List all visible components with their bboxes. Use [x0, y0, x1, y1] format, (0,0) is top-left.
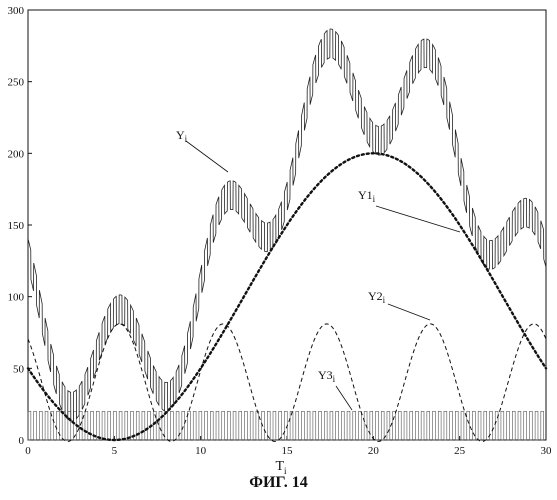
y3-pulse — [85, 411, 88, 440]
y3-pulse — [113, 411, 116, 440]
y3-pulse — [165, 411, 168, 440]
y3-pulse — [250, 411, 253, 440]
y3-pulse — [353, 411, 356, 440]
figure-caption: ФИГ. 14 — [0, 474, 557, 492]
y3-pulse — [495, 411, 498, 440]
y3-pulse — [239, 411, 242, 440]
y3-pulse — [68, 411, 71, 440]
y3-pulse — [512, 411, 515, 440]
y3-pulse — [381, 411, 384, 440]
y3-pulse — [119, 411, 122, 440]
y3-pulse — [108, 411, 111, 440]
y3-pulse — [142, 411, 145, 440]
y3-pulse — [450, 411, 453, 440]
y-tick-label: 250 — [8, 77, 25, 89]
y3-pulse — [319, 411, 322, 440]
y3-pulse — [438, 411, 441, 440]
y3-pulse — [421, 411, 424, 440]
y3-pulse — [524, 411, 527, 440]
y3-pulse — [444, 411, 447, 440]
y-tick-label: 200 — [8, 148, 25, 160]
y3-pulse — [336, 411, 339, 440]
y3-pulse — [307, 411, 310, 440]
y3-pulse — [376, 411, 379, 440]
y3-pulse — [216, 411, 219, 440]
y3-pulse — [210, 411, 213, 440]
y3-pulse — [227, 411, 230, 440]
y3-pulse — [467, 411, 470, 440]
y3-pulse — [324, 411, 327, 440]
x-tick-label: 25 — [454, 445, 466, 457]
y3-pulse — [347, 411, 350, 440]
series-label: Y1i — [358, 188, 376, 204]
series-label: Y3i — [318, 368, 336, 384]
x-tick-label: 0 — [25, 445, 31, 457]
y3-pulse — [296, 411, 299, 440]
y3-pulse — [484, 411, 487, 440]
y3-pulse — [427, 411, 430, 440]
y3-pulse — [233, 411, 236, 440]
y3-pulse — [478, 411, 481, 440]
y-tick-label: 100 — [8, 292, 25, 304]
y-tick-label: 0 — [19, 435, 25, 447]
y3-pulse — [341, 411, 344, 440]
y3-pulse — [205, 411, 208, 440]
y-tick-label: 50 — [13, 363, 25, 375]
y3-pulse — [393, 411, 396, 440]
annotation-leader — [388, 304, 430, 320]
x-tick-label: 30 — [541, 445, 553, 457]
y3-pulse — [45, 411, 48, 440]
y3-pulse — [279, 411, 282, 440]
y3-pulse — [518, 411, 521, 440]
y3-pulse — [455, 411, 458, 440]
y3-pulse — [501, 411, 504, 440]
y3-pulse — [193, 411, 196, 440]
y3-pulse — [370, 411, 373, 440]
y3-pulse — [222, 411, 225, 440]
y3-pulse — [461, 411, 464, 440]
y3-pulse — [125, 411, 128, 440]
y3-pulse — [529, 411, 532, 440]
y3-pulse — [102, 411, 105, 440]
x-tick-label: 20 — [368, 445, 380, 457]
x-tick-label: 5 — [112, 445, 118, 457]
y3-pulse — [79, 411, 82, 440]
annotation-leader — [376, 206, 460, 232]
y3-pulse — [541, 411, 544, 440]
x-tick-label: 15 — [282, 445, 294, 457]
y3-pulse — [313, 411, 316, 440]
y3-pulse — [398, 411, 401, 440]
y3-pulse — [387, 411, 390, 440]
series-label: Y2i — [368, 289, 386, 305]
y3-pulse — [290, 411, 293, 440]
series-label: Yi — [176, 128, 188, 144]
y-tick-label: 300 — [8, 5, 25, 17]
y3-pulse — [245, 411, 248, 440]
annotation-leader — [336, 386, 352, 410]
y3-pulse — [39, 411, 42, 440]
y3-pulse — [415, 411, 418, 440]
y3-pulse — [256, 411, 259, 440]
y-tick-label: 150 — [8, 220, 25, 232]
y3-pulse — [330, 411, 333, 440]
y3-pulse — [507, 411, 510, 440]
y3-pulse — [182, 411, 185, 440]
y3-pulse — [358, 411, 361, 440]
y3-pulse — [188, 411, 191, 440]
y3-pulse — [96, 411, 99, 440]
y3-pulse — [410, 411, 413, 440]
y3-pulse — [535, 411, 538, 440]
y3-pulse — [404, 411, 407, 440]
x-tick-label: 10 — [195, 445, 207, 457]
annotation-leader — [186, 141, 228, 172]
y3-pulse — [34, 411, 37, 440]
y3-pulse — [56, 411, 59, 440]
series-annotations: Yi Y1i Y2i Y3i — [176, 128, 460, 410]
y3-pulse — [170, 411, 173, 440]
y3-pulse — [199, 411, 202, 440]
y3-pulse — [273, 411, 276, 440]
y3-pulse — [433, 411, 436, 440]
y3-pulse — [302, 411, 305, 440]
